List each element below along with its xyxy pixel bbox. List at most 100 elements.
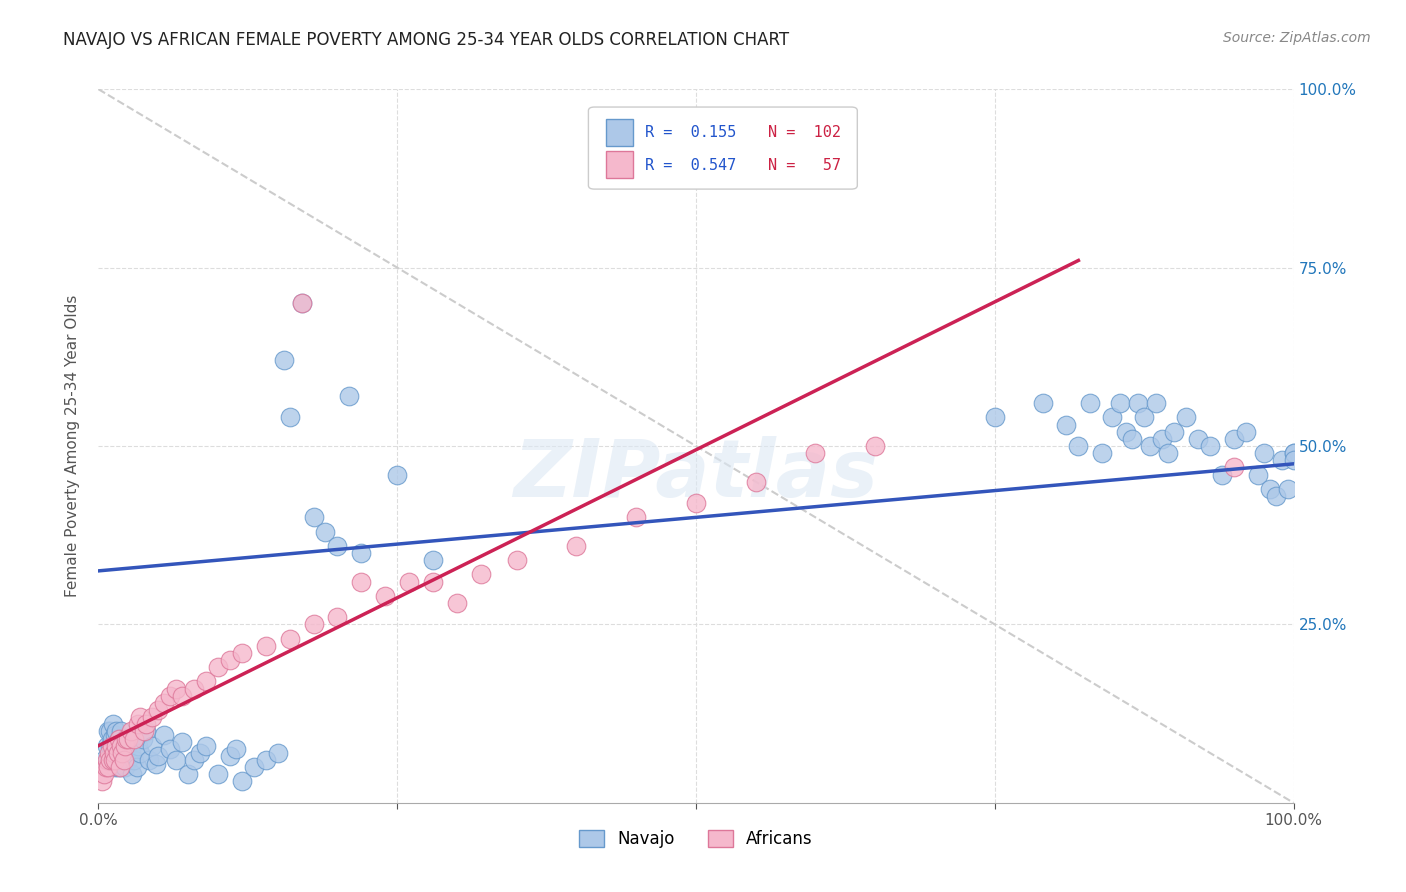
Point [745, 475, 768, 489]
Point [105, 753, 128, 767]
Point [97, 724, 120, 739]
Point [108, 760, 131, 774]
Point [100, 731, 122, 746]
Point [350, 574, 373, 589]
Point [117, 753, 139, 767]
Point [422, 574, 444, 589]
Point [1152, 432, 1174, 446]
Point [1115, 425, 1137, 439]
Point [94, 760, 117, 774]
Point [103, 739, 125, 753]
Point [107, 731, 129, 746]
Point [127, 717, 149, 731]
Point [159, 689, 181, 703]
Point [120, 746, 142, 760]
Point [111, 753, 134, 767]
Point [129, 710, 152, 724]
Point [172, 735, 194, 749]
Point [131, 731, 153, 746]
Point [98, 746, 121, 760]
Point [111, 746, 134, 760]
Point [114, 739, 136, 753]
Point [1282, 453, 1305, 467]
Point [141, 739, 163, 753]
Point [153, 728, 176, 742]
Point [1271, 453, 1294, 467]
Point [422, 553, 444, 567]
Point [1247, 467, 1270, 482]
Point [127, 739, 149, 753]
Point [103, 746, 125, 760]
Point [231, 774, 253, 789]
Point [1080, 396, 1102, 410]
Point [108, 739, 131, 753]
Point [141, 710, 163, 724]
Point [1211, 467, 1233, 482]
Text: ZIPatlas: ZIPatlas [513, 435, 879, 514]
Point [506, 553, 529, 567]
FancyBboxPatch shape [606, 120, 633, 146]
Point [195, 674, 218, 689]
Point [110, 724, 132, 739]
Point [398, 574, 420, 589]
Point [98, 753, 122, 767]
Point [108, 753, 131, 767]
Point [804, 446, 827, 460]
Point [117, 731, 139, 746]
Point [1277, 482, 1299, 496]
Point [96, 753, 118, 767]
Point [291, 296, 314, 310]
Point [219, 749, 242, 764]
Point [121, 767, 143, 781]
Point [273, 353, 295, 368]
Text: N =   57: N = 57 [768, 158, 841, 173]
Point [254, 753, 277, 767]
Point [148, 749, 170, 764]
Point [165, 753, 187, 767]
Point [326, 539, 349, 553]
Point [267, 746, 290, 760]
Point [104, 760, 127, 774]
Point [1282, 446, 1305, 460]
Point [107, 746, 129, 760]
Point [107, 746, 129, 760]
Point [101, 753, 124, 767]
Point [148, 703, 170, 717]
Point [446, 596, 468, 610]
Point [188, 746, 211, 760]
Point [103, 753, 125, 767]
Point [626, 510, 648, 524]
Point [165, 681, 187, 696]
Text: R =  0.155: R = 0.155 [644, 125, 735, 140]
Point [350, 546, 373, 560]
Point [1121, 432, 1143, 446]
Point [231, 646, 253, 660]
Point [97, 760, 120, 774]
Point [1128, 396, 1150, 410]
Point [1264, 489, 1286, 503]
Point [1282, 446, 1305, 460]
Point [1032, 396, 1054, 410]
Point [302, 617, 325, 632]
Point [98, 724, 122, 739]
Point [374, 589, 396, 603]
Point [470, 567, 492, 582]
Point [114, 731, 136, 746]
Point [110, 739, 132, 753]
Point [1223, 432, 1246, 446]
Point [153, 696, 176, 710]
Point [565, 539, 588, 553]
Point [98, 739, 122, 753]
Point [685, 496, 707, 510]
Point [111, 739, 134, 753]
Point [93, 753, 115, 767]
Point [1175, 410, 1198, 425]
FancyBboxPatch shape [589, 107, 858, 189]
Point [865, 439, 887, 453]
Point [1199, 439, 1222, 453]
Point [219, 653, 242, 667]
Point [107, 731, 129, 746]
Point [132, 724, 155, 739]
Point [315, 524, 337, 539]
Point [183, 681, 205, 696]
